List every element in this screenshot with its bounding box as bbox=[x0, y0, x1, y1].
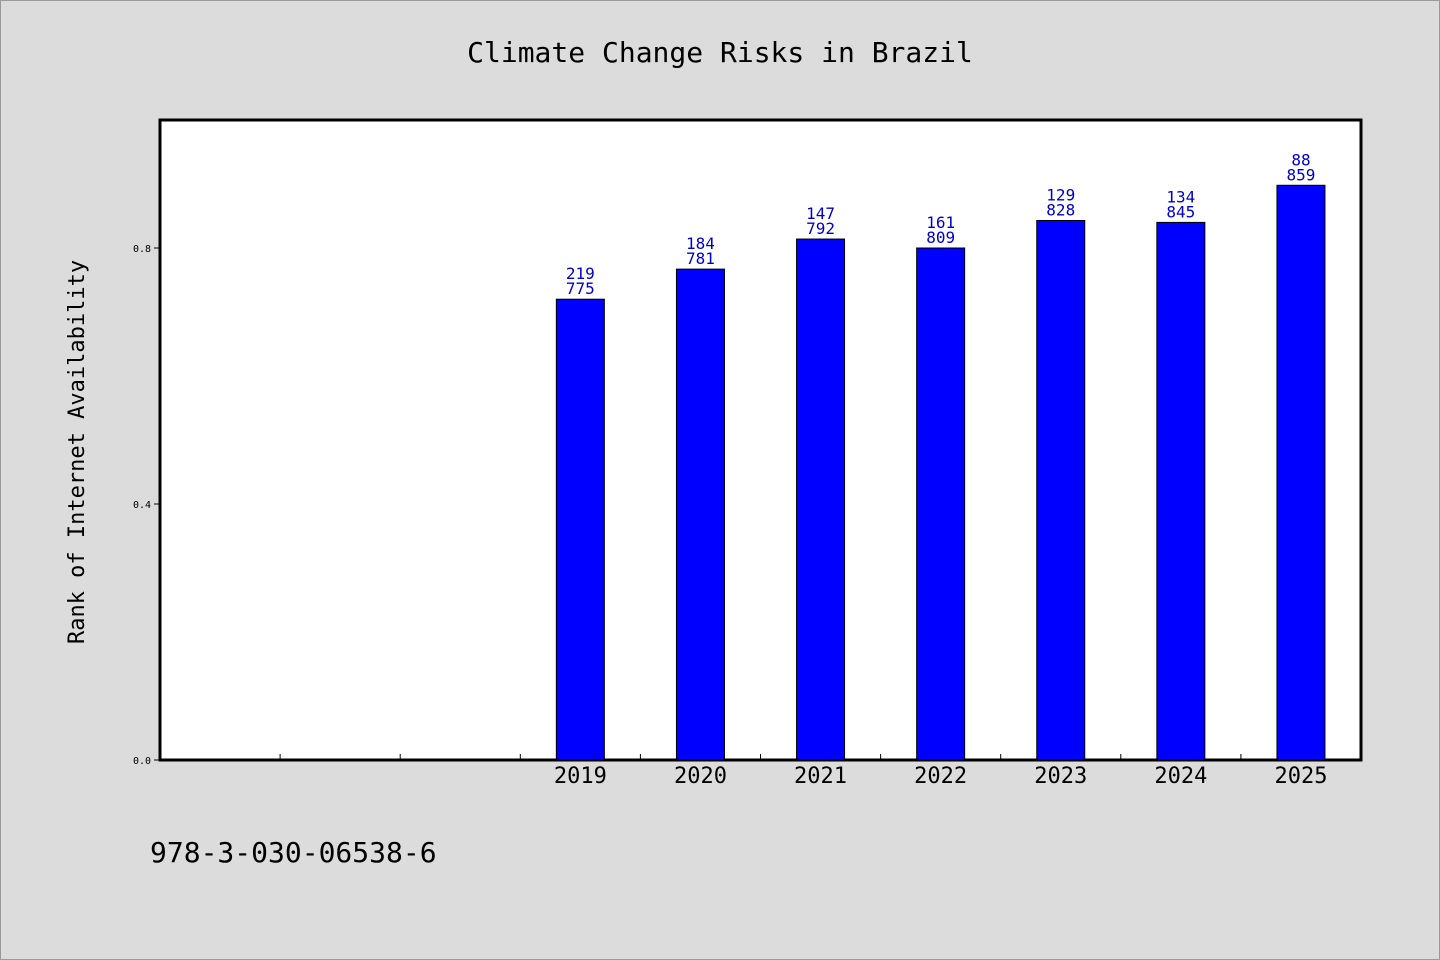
x-tick-label: 2022 bbox=[914, 764, 967, 789]
bar-2024 bbox=[1156, 221, 1206, 761]
y-tick-label: 0.8 bbox=[133, 244, 151, 255]
bar-label-bottom: 775 bbox=[566, 279, 595, 298]
bar-2023 bbox=[1036, 219, 1086, 761]
bar-label-bottom: 828 bbox=[1046, 200, 1075, 219]
y-tick-label: 0.4 bbox=[133, 500, 151, 511]
x-axis: 2019 2020 2021 2022 2023 2024 2025 bbox=[279, 754, 1327, 789]
bar-label-bottom: 781 bbox=[686, 249, 715, 268]
bar-label-top: 161 bbox=[926, 213, 955, 232]
bar-label-top: 219 bbox=[566, 264, 595, 283]
y-axis-label: Rank of Internet Availability bbox=[65, 260, 90, 644]
y-axis: 0.0 0.4 0.8 bbox=[133, 244, 160, 767]
y-tick-label: 0.0 bbox=[133, 756, 151, 767]
bar-label-top: 134 bbox=[1166, 187, 1195, 206]
bar-2021 bbox=[796, 238, 846, 761]
bar-label-bottom: 792 bbox=[806, 219, 835, 238]
bar-2025 bbox=[1276, 184, 1326, 761]
x-tick-label: 2021 bbox=[794, 764, 847, 789]
bar-2022 bbox=[916, 247, 966, 761]
chart-title: Climate Change Risks in Brazil bbox=[467, 36, 973, 69]
bar-label-top: 147 bbox=[806, 204, 835, 223]
x-tick-label: 2019 bbox=[554, 764, 607, 789]
bar-label-top: 88 bbox=[1291, 150, 1310, 169]
bar-series bbox=[555, 184, 1326, 761]
bar-label-bottom: 809 bbox=[926, 228, 955, 247]
x-tick-label: 2023 bbox=[1034, 764, 1087, 789]
x-tick-label: 2020 bbox=[674, 764, 727, 789]
bar-label-top: 129 bbox=[1046, 185, 1075, 204]
x-tick-label: 2025 bbox=[1274, 764, 1327, 789]
bar-label-bottom: 845 bbox=[1166, 202, 1195, 221]
bar-label-top: 184 bbox=[686, 234, 715, 253]
bar-2019 bbox=[555, 298, 605, 761]
footer-identifier: 978-3-030-06538-6 bbox=[150, 836, 437, 869]
bar-2020 bbox=[675, 268, 725, 761]
bar-label-bottom: 859 bbox=[1286, 165, 1315, 184]
x-tick-label: 2024 bbox=[1154, 764, 1207, 789]
